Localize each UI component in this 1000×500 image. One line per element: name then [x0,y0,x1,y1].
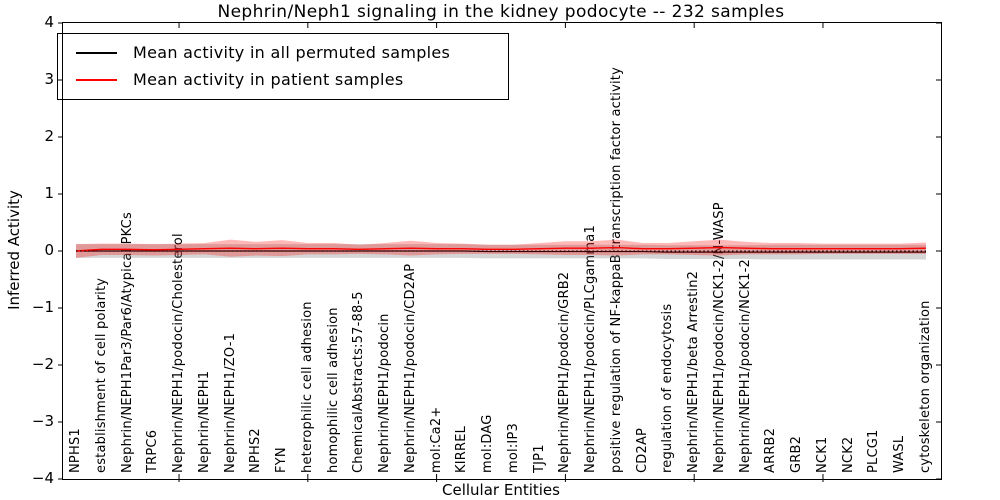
legend-label-permuted: Mean activity in all permuted samples [133,43,451,62]
legend: Mean activity in all permuted samples Me… [57,33,509,100]
permuted-mean-line [76,250,926,253]
y-tick-label: 3 [44,70,54,88]
y-tick-label: −2 [31,355,54,373]
y-tick-label: 4 [44,13,54,31]
chart-title: Nephrin/Neph1 signaling in the kidney po… [217,2,785,22]
y-tick-label: 2 [44,127,54,145]
legend-line-sample-patient [76,78,117,81]
plot-area [58,22,942,482]
legend-line-sample-permuted [76,51,117,54]
y-tick-label: 1 [44,184,54,202]
legend-entry-permuted: Mean activity in all permuted samples [58,39,508,66]
y-tick-label: 0 [44,241,54,259]
patient-mean-line [75,246,927,252]
legend-label-patient: Mean activity in patient samples [133,70,404,89]
y-tick-label: −4 [31,469,54,487]
legend-entry-patient: Mean activity in patient samples [58,66,508,93]
x-axis-label: Cellular Entities [442,481,560,499]
y-tick-label: −1 [31,298,54,316]
y-tick-label: −3 [31,412,54,430]
plot-svg [58,22,941,482]
